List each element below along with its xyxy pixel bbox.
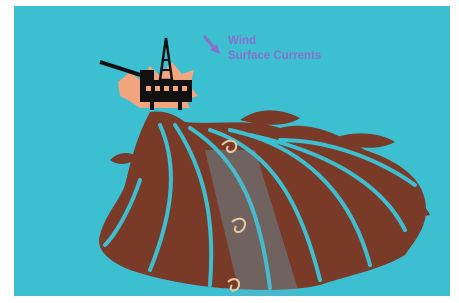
currents-label: Surface Currents — [228, 50, 321, 62]
crane-base — [140, 70, 154, 80]
page: Wind Surface Currents (() => { const dat… — [0, 0, 459, 303]
illustration: Wind Surface Currents — [0, 0, 459, 303]
wind-label: Wind — [228, 35, 256, 47]
